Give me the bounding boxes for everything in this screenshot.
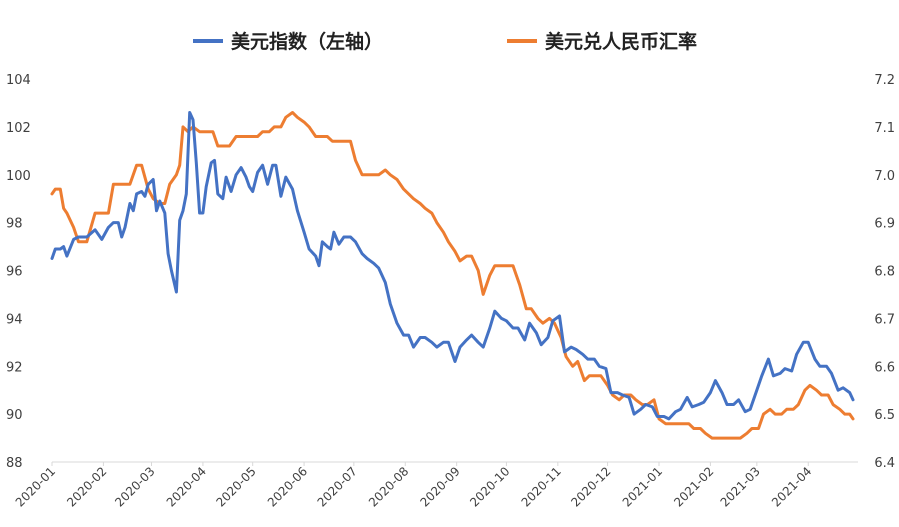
y-right-tick-label: 6.4 (874, 456, 895, 471)
legend-item-usd-index[interactable]: 美元指数（左轴） (193, 30, 383, 53)
x-tick-label: 2020-09 (417, 464, 462, 509)
x-tick-label: 2020-11 (519, 464, 564, 509)
x-tick-label: 2020-01 (13, 464, 58, 509)
x-tick-label: 2020-07 (315, 464, 360, 509)
series-line-usd-cny (50, 111, 855, 440)
x-tick-label: 2021-03 (718, 464, 763, 509)
series-line-usd-index (50, 111, 855, 421)
x-tick-label: 2021-02 (671, 464, 716, 509)
y-axis-left: 88 90 92 94 96 98 100 102 104 (6, 73, 31, 471)
legend-label-usd-cny: 美元兑人民币汇率 (545, 30, 697, 53)
y-right-tick-label: 7.2 (874, 73, 895, 88)
y-right-tick-label: 6.5 (874, 408, 895, 423)
y-right-tick-label: 7.0 (874, 169, 895, 184)
y-left-tick-label: 98 (6, 217, 23, 232)
x-tick-label: 2021-01 (620, 464, 665, 509)
y-right-tick-label: 6.7 (874, 312, 895, 327)
x-tick-label: 2020-10 (467, 464, 512, 509)
chart-legend: 美元指数（左轴） 美元兑人民币汇率 (193, 30, 697, 53)
y-left-tick-label: 92 (6, 360, 23, 375)
x-axis: 2020-01 2020-02 2020-03 2020-04 2020-05 2020-… (13, 462, 814, 510)
y-left-tick-label: 88 (6, 456, 23, 471)
y-right-tick-label: 6.9 (874, 217, 895, 232)
x-tick-label: 2020-03 (112, 464, 157, 509)
y-left-tick-label: 90 (6, 408, 23, 423)
legend-label-usd-index: 美元指数（左轴） (231, 30, 383, 53)
y-right-tick-label: 7.1 (874, 121, 895, 136)
x-tick-label: 2020-04 (164, 464, 209, 509)
x-tick-label: 2020-06 (265, 464, 310, 509)
legend-item-usd-cny[interactable]: 美元兑人民币汇率 (507, 30, 697, 53)
y-left-tick-label: 94 (6, 312, 23, 327)
y-right-tick-label: 6.8 (874, 265, 895, 280)
y-left-tick-label: 104 (6, 73, 31, 88)
y-left-tick-label: 102 (6, 121, 31, 136)
y-axis-right: 6.4 6.5 6.6 6.7 6.8 6.9 7.0 7.1 7.2 (874, 73, 895, 471)
x-tick-label: 2020-05 (213, 464, 258, 509)
x-tick-label: 2020-08 (366, 464, 411, 509)
x-tick-label: 2020-12 (568, 464, 613, 509)
y-left-tick-label: 100 (6, 169, 31, 184)
x-tick-label: 2020-02 (64, 464, 109, 509)
y-right-tick-label: 6.6 (874, 360, 895, 375)
y-left-tick-label: 96 (6, 265, 23, 280)
plot-area (50, 111, 855, 440)
x-tick-label: 2021-04 (769, 464, 814, 509)
